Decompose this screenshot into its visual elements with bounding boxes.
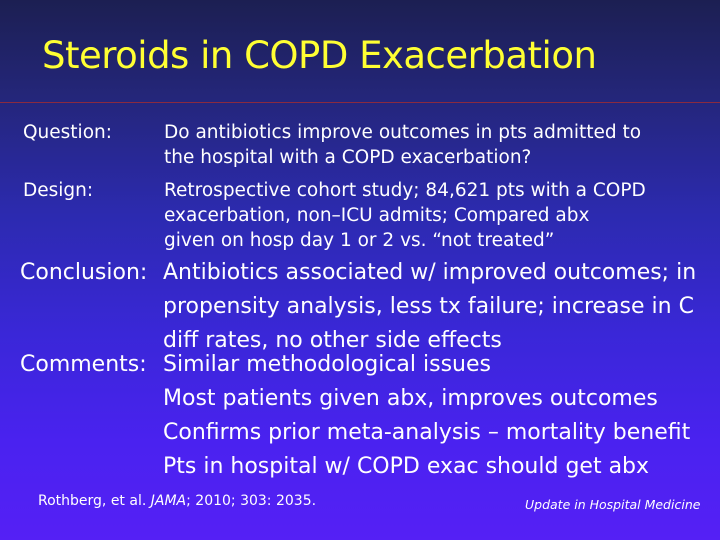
question-line: Do antibiotics improve outcomes in pts a… — [164, 122, 642, 143]
citation: Rothberg, et al. JAMA; 2010; 303: 2035. — [38, 493, 316, 509]
comments-label: Comments: — [20, 352, 147, 377]
conclusion-line: propensity analysis, less tx failure; in… — [163, 294, 694, 319]
footer-text: Update in Hospital Medicine — [525, 497, 701, 512]
slide-title: Steroids in COPD Exacerbation — [42, 34, 597, 77]
design-label: Design: — [23, 180, 94, 201]
design-line: exacerbation, non–ICU admits; Compared a… — [164, 205, 590, 226]
comments-line: Pts in hospital w/ COPD exac should get … — [163, 454, 650, 479]
comments-line: Confirms prior meta-analysis – mortality… — [163, 420, 691, 445]
design-text: Retrospective cohort study; 84,621 pts w… — [164, 178, 646, 253]
question-text: Do antibiotics improve outcomes in pts a… — [164, 120, 641, 170]
conclusion-line: diff rates, no other side effects — [163, 328, 502, 353]
conclusion-label: Conclusion: — [20, 260, 148, 285]
conclusion-line: Antibiotics associated w/ improved outco… — [163, 260, 697, 285]
comments-line: Similar methodological issues — [163, 352, 491, 377]
question-label: Question: — [23, 122, 112, 143]
question-line: the hospital with a COPD exacerbation? — [164, 147, 532, 168]
citation-authors: Rothberg, et al. — [38, 493, 151, 509]
comments-line: Most patients given abx, improves outcom… — [163, 386, 658, 411]
citation-journal: JAMA — [150, 493, 187, 509]
conclusion-text: Antibiotics associated w/ improved outco… — [163, 256, 696, 358]
design-line: given on hosp day 1 or 2 vs. “not treate… — [164, 230, 555, 251]
title-divider — [0, 102, 720, 103]
comments-text: Similar methodological issues Most patie… — [163, 348, 690, 484]
design-line: Retrospective cohort study; 84,621 pts w… — [164, 180, 646, 201]
citation-rest: ; 2010; 303: 2035. — [186, 493, 317, 509]
